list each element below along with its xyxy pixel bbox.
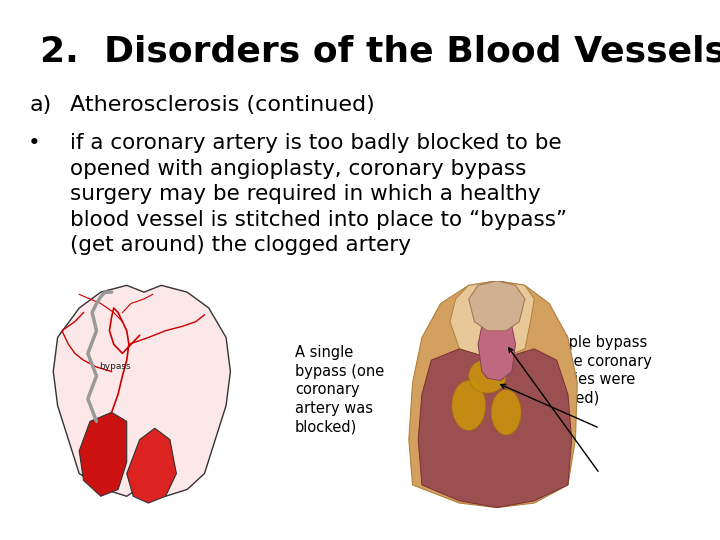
Polygon shape: [53, 285, 230, 496]
Polygon shape: [127, 428, 176, 503]
Text: •: •: [28, 133, 41, 153]
Polygon shape: [79, 413, 127, 496]
Polygon shape: [418, 349, 572, 508]
Text: bypass: bypass: [99, 362, 130, 372]
Polygon shape: [469, 281, 525, 330]
Polygon shape: [409, 281, 577, 508]
Text: a): a): [30, 95, 53, 115]
Ellipse shape: [469, 359, 506, 393]
Ellipse shape: [491, 390, 521, 435]
Polygon shape: [450, 281, 534, 360]
Text: Atherosclerosis (continued): Atherosclerosis (continued): [70, 95, 374, 115]
Text: A triple bypass
(three coronary
arteries were
blocked): A triple bypass (three coronary arteries…: [538, 335, 652, 406]
Text: 2.  Disorders of the Blood Vessels: 2. Disorders of the Blood Vessels: [40, 35, 720, 69]
Text: if a coronary artery is too badly blocked to be
opened with angioplasty, coronar: if a coronary artery is too badly blocke…: [70, 133, 567, 255]
Text: A single
bypass (one
coronary
artery was
blocked): A single bypass (one coronary artery was…: [295, 345, 384, 434]
Polygon shape: [478, 315, 516, 381]
Ellipse shape: [452, 381, 485, 430]
